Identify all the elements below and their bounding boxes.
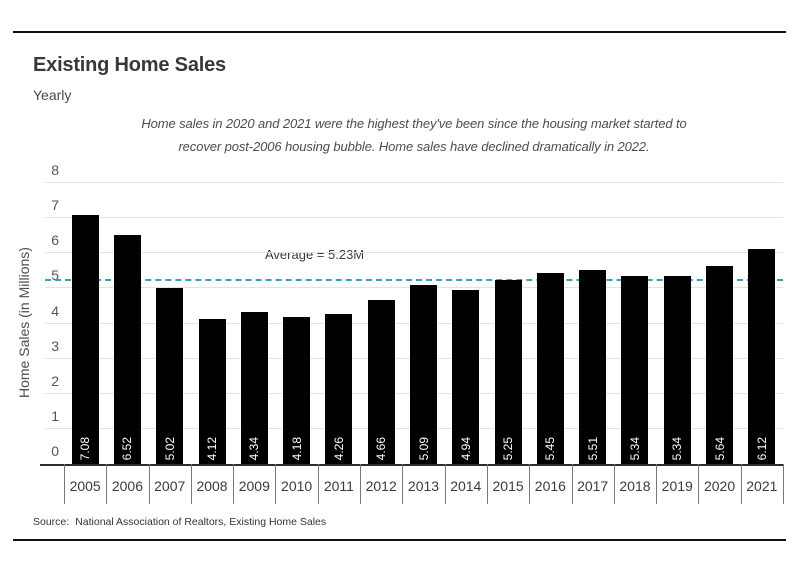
average-label: Average = 5.23M	[265, 247, 365, 262]
bar-value-label: 5.51	[585, 436, 600, 460]
x-axis-tick	[148, 464, 150, 504]
y-tick-label: 1	[51, 407, 59, 424]
bar-2011: 4.26	[325, 314, 353, 464]
bar-2015: 5.25	[494, 279, 522, 464]
bar-value-label: 4.26	[331, 436, 346, 460]
bar-value-label: 4.12	[205, 436, 220, 460]
bottom-divider	[13, 539, 786, 541]
bar-2006: 6.52	[113, 234, 141, 464]
x-tick-label: 2007	[154, 478, 186, 494]
x-axis-tick	[571, 464, 573, 504]
y-tick-label: 0	[51, 443, 59, 459]
bar-2020: 5.64	[706, 265, 734, 464]
x-tick-label: 2017	[577, 478, 609, 494]
y-tick-label: 4	[51, 302, 59, 319]
x-tick-label: 2010	[281, 478, 313, 494]
source-text: National Association of Realtors, Existi…	[75, 516, 327, 528]
chart-subtitle: Yearly	[33, 87, 72, 103]
annotation-line-2: recover post-2006 housing bubble. Home s…	[178, 139, 650, 154]
x-axis-tick	[360, 464, 362, 504]
x-tick-label: 2015	[492, 478, 524, 494]
bar-value-label: 5.02	[162, 436, 177, 460]
x-tick-label: 2005	[69, 478, 101, 494]
x-axis-tick	[275, 464, 277, 504]
x-tick-label: 2018	[619, 478, 651, 494]
bar-2010: 4.18	[283, 317, 311, 464]
bar-2008: 4.12	[198, 319, 226, 464]
y-tick-label: 8	[51, 162, 59, 178]
x-tick-label: 2008	[196, 478, 228, 494]
bar-2013: 5.09	[410, 285, 437, 464]
chart-annotation: Home sales in 2020 and 2021 were the hig…	[45, 112, 783, 158]
x-tick-label: 2013	[407, 478, 440, 494]
bar-2009: 4.34	[240, 311, 268, 464]
y-tick-label: 6	[51, 232, 59, 249]
x-axis-tick	[698, 464, 700, 504]
x-tick-label: 2012	[365, 478, 397, 494]
x-axis-tick	[64, 464, 65, 504]
x-tick-label: 2019	[661, 478, 693, 494]
bar-2007: 5.02	[156, 287, 184, 464]
bar-value-label: 7.08	[78, 436, 93, 460]
bar-value-label: 4.18	[289, 436, 304, 460]
bar-2019: 5.34	[663, 276, 691, 464]
bar-value-label: 5.09	[416, 436, 431, 460]
x-tick-label: 2021	[746, 478, 778, 494]
chart-title: Existing Home Sales	[33, 54, 226, 76]
gridline	[45, 217, 783, 219]
y-tick-label: 7	[51, 197, 59, 214]
bar-value-label: 4.94	[458, 436, 473, 460]
bar-value-label: 4.66	[374, 436, 389, 460]
bar-2021: 6.12	[748, 249, 776, 464]
x-tick-label: 2016	[534, 478, 566, 494]
x-axis-tick	[190, 464, 192, 504]
bar-2018: 5.34	[621, 276, 649, 464]
bar-2014: 4.94	[452, 290, 480, 464]
gridline	[45, 182, 783, 183]
source-label: Source:	[33, 516, 70, 528]
x-axis-line	[40, 464, 783, 466]
x-axis-tick	[106, 464, 108, 504]
x-tick-label: 2020	[703, 478, 736, 494]
x-axis-tick	[656, 464, 658, 504]
bar-2016: 5.45	[536, 272, 564, 464]
top-divider	[13, 31, 786, 33]
bar-value-label: 5.25	[501, 436, 516, 460]
x-axis-tick	[529, 464, 531, 504]
x-tick-label: 2009	[238, 478, 270, 494]
bar-value-label: 6.12	[754, 436, 769, 460]
x-axis-tick	[740, 464, 742, 504]
bar-value-label: 4.34	[247, 436, 262, 460]
y-tick-label: 5	[51, 267, 59, 284]
y-tick-label: 2	[51, 372, 59, 389]
x-axis-tick	[317, 464, 319, 504]
average-line	[45, 279, 783, 282]
x-axis-tick	[444, 464, 446, 504]
bar-2017: 5.51	[579, 270, 607, 464]
x-tick-label: 2011	[323, 478, 354, 494]
bar-2012: 4.66	[367, 300, 395, 464]
annotation-line-1: Home sales in 2020 and 2021 were the hig…	[141, 116, 687, 131]
bar-value-label: 5.34	[627, 436, 642, 460]
bar-value-label: 6.52	[120, 436, 135, 460]
x-tick-label: 2006	[111, 478, 143, 494]
y-axis-title: Home Sales (in Millions)	[16, 247, 32, 399]
x-axis-tick	[783, 464, 784, 504]
source-note: Source: National Association of Realtors,…	[33, 516, 326, 528]
bar-2005: 7.08	[71, 215, 99, 464]
y-tick-label: 3	[51, 337, 59, 354]
x-axis-tick	[233, 464, 235, 504]
bar-value-label: 5.64	[712, 436, 727, 460]
x-axis-tick	[613, 464, 615, 504]
bar-value-label: 5.34	[670, 436, 685, 460]
x-axis-tick	[486, 464, 488, 504]
gridline	[45, 252, 783, 254]
bar-value-label: 5.45	[543, 436, 558, 460]
x-axis-tick	[402, 464, 404, 504]
x-tick-label: 2014	[450, 478, 482, 494]
